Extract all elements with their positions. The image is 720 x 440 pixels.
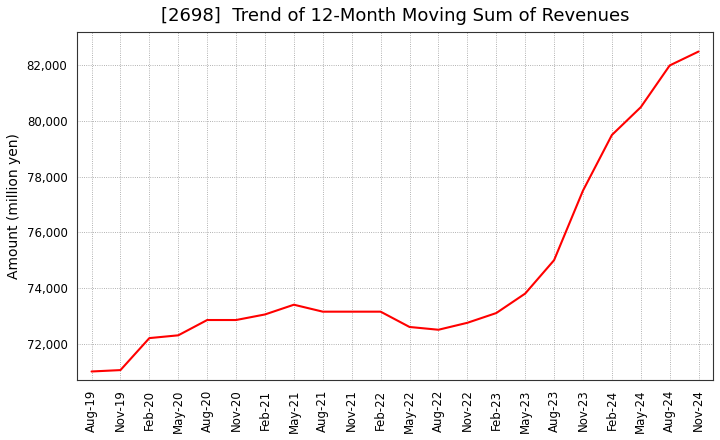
Y-axis label: Amount (million yen): Amount (million yen) [7, 133, 21, 279]
Title: [2698]  Trend of 12-Month Moving Sum of Revenues: [2698] Trend of 12-Month Moving Sum of R… [161, 7, 629, 25]
